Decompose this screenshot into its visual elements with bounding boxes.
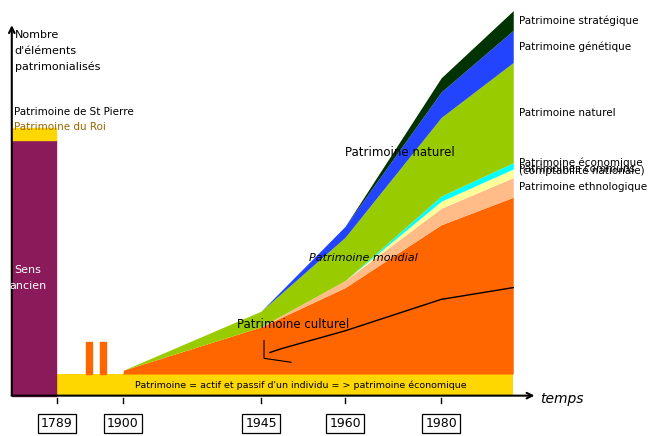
Text: Sens
ancien: Sens ancien [9, 265, 46, 291]
Text: Patrimoine économique: Patrimoine économique [519, 157, 643, 168]
Bar [100, 342, 106, 374]
Text: Patrimoine de St Pierre: Patrimoine de St Pierre [13, 107, 133, 117]
Text: Patrimoine naturel: Patrimoine naturel [519, 108, 616, 118]
Text: Patrimoine ethnologique: Patrimoine ethnologique [519, 182, 647, 192]
Text: (comptabilité nationale): (comptabilité nationale) [519, 165, 645, 176]
Text: Patrimoine stratégique: Patrimoine stratégique [519, 15, 639, 26]
Text: 1960: 1960 [329, 417, 361, 430]
Text: 1789: 1789 [41, 417, 73, 430]
Text: Patrimoine du Roi: Patrimoine du Roi [13, 123, 106, 133]
Bar [85, 342, 91, 374]
Text: 1900: 1900 [107, 417, 138, 430]
Text: Patrimoine génétique: Patrimoine génétique [519, 41, 632, 51]
Text: 1980: 1980 [425, 417, 457, 430]
Text: Nombre
d'éléments
patrimonialisés: Nombre d'éléments patrimonialisés [15, 30, 100, 72]
Text: Patrimoine = actif et passif d'un individu = > patrimoine économique: Patrimoine = actif et passif d'un indivi… [135, 380, 466, 390]
Text: Patrimoine naturel: Patrimoine naturel [345, 146, 455, 159]
Text: Patrimoine mondial: Patrimoine mondial [309, 253, 418, 263]
Text: 1945: 1945 [245, 417, 277, 430]
Text: temps: temps [540, 392, 584, 406]
Text: Patrimoines communs: Patrimoines communs [519, 164, 635, 174]
Text: Patrimoine culturel: Patrimoine culturel [237, 318, 349, 331]
